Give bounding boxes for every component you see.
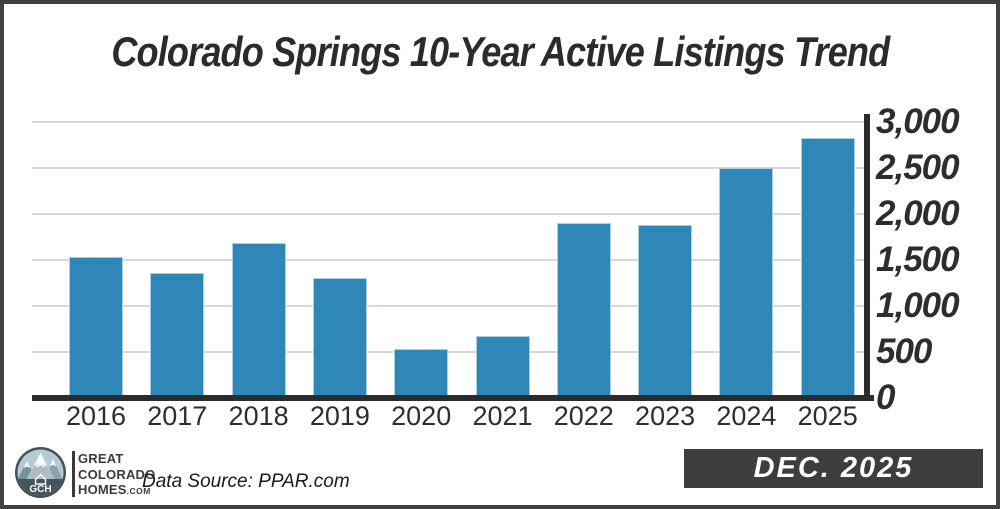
y-tick-1000: 1,000 — [876, 286, 960, 325]
gridline-1000 — [32, 305, 864, 307]
bar-2023 — [638, 225, 693, 398]
great-colorado-homes-logo-icon: GCH — [15, 447, 66, 498]
brand-line-3: HOMES.COM — [78, 482, 151, 497]
brand-divider — [72, 451, 75, 497]
y-tick-0: 0 — [876, 378, 895, 417]
gridline-2000 — [32, 213, 864, 215]
brand-tld: .COM — [126, 486, 151, 496]
y-tick-1500: 1,500 — [876, 240, 960, 279]
plot-area — [32, 114, 864, 398]
brand-line-2: COLORADO — [78, 466, 156, 482]
x-tick-2021: 2021 — [472, 401, 533, 431]
brand-line-1: GREAT — [78, 451, 124, 466]
bar-2021 — [475, 336, 530, 398]
x-tick-2016: 2016 — [65, 401, 127, 431]
bar-2024 — [719, 168, 774, 398]
date-badge-label: DEC. 2025 — [753, 452, 914, 484]
bar-2018 — [231, 242, 286, 398]
x-tick-2018: 2018 — [228, 401, 289, 431]
y-tick-2000: 2,000 — [876, 194, 960, 233]
bar-2016 — [69, 257, 123, 398]
x-tick-2019: 2019 — [309, 401, 370, 431]
chart-title-text: Colorado Springs 10-Year Active Listings… — [110, 28, 890, 75]
chart-title: Colorado Springs 10-Year Active Listings… — [4, 28, 996, 76]
x-tick-2017: 2017 — [147, 401, 208, 431]
x-tick-2024: 2024 — [716, 401, 777, 431]
brand-wordmark: GREAT COLORADO HOMES.COM — [78, 451, 155, 500]
x-axis-line — [32, 395, 874, 401]
x-tick-2022: 2022 — [553, 401, 614, 431]
bar-2020 — [394, 349, 449, 398]
date-badge: DEC. 2025 — [684, 449, 983, 488]
bar-2022 — [556, 223, 611, 398]
bar-series — [32, 114, 864, 398]
bar-2019 — [312, 278, 367, 398]
gridline-1500 — [32, 259, 864, 261]
gridline-2500 — [32, 167, 864, 169]
x-tick-2020: 2020 — [391, 401, 452, 431]
bar-2025 — [800, 137, 855, 398]
x-tick-2025: 2025 — [797, 401, 858, 431]
bar-2017 — [150, 272, 205, 398]
y-tick-2500: 2,500 — [876, 148, 960, 187]
logo-initials: GCH — [29, 484, 51, 495]
y-tick-500: 500 — [876, 332, 932, 371]
y-tick-3000: 3,000 — [876, 102, 960, 141]
data-source-caption: Data Source: PPAR.com — [142, 471, 350, 492]
y-axis-line — [864, 114, 870, 401]
x-tick-2023: 2023 — [635, 401, 696, 431]
gridline-3000 — [32, 121, 864, 123]
